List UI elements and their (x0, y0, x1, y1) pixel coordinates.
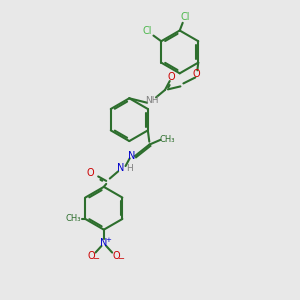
Text: Cl: Cl (181, 12, 190, 22)
Text: N: N (100, 238, 107, 248)
Text: −: − (92, 255, 99, 264)
Text: Cl: Cl (143, 26, 152, 36)
Text: +: + (105, 237, 111, 243)
Text: O: O (87, 168, 94, 178)
Text: N: N (117, 164, 125, 173)
Text: O: O (168, 72, 175, 82)
Text: H: H (127, 164, 134, 173)
Text: −: − (117, 255, 124, 264)
Text: N: N (128, 151, 135, 161)
Text: CH₃: CH₃ (66, 214, 81, 224)
Text: NH: NH (145, 96, 158, 105)
Text: CH₃: CH₃ (159, 135, 175, 144)
Text: O: O (88, 250, 95, 260)
Text: O: O (193, 69, 201, 79)
Text: O: O (112, 250, 120, 260)
